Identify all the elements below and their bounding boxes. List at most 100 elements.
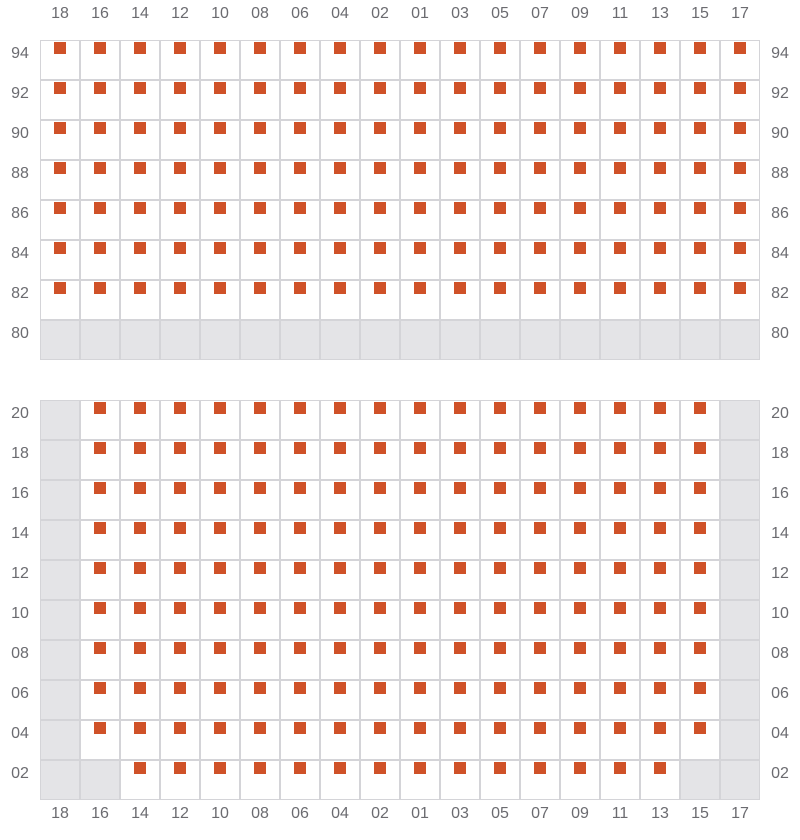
seat-20-01[interactable]: [414, 402, 426, 414]
seat-94-12[interactable]: [174, 42, 186, 54]
seat-92-08[interactable]: [254, 82, 266, 94]
seat-04-13[interactable]: [654, 722, 666, 734]
seat-82-06[interactable]: [294, 282, 306, 294]
seat-06-12[interactable]: [174, 682, 186, 694]
seat-16-07[interactable]: [534, 482, 546, 494]
seat-16-05[interactable]: [494, 482, 506, 494]
seat-10-12[interactable]: [174, 602, 186, 614]
seat-12-13[interactable]: [654, 562, 666, 574]
seat-90-08[interactable]: [254, 122, 266, 134]
seat-82-08[interactable]: [254, 282, 266, 294]
seat-86-02[interactable]: [374, 202, 386, 214]
seat-92-06[interactable]: [294, 82, 306, 94]
seat-18-13[interactable]: [654, 442, 666, 454]
seat-04-03[interactable]: [454, 722, 466, 734]
seat-94-16[interactable]: [94, 42, 106, 54]
seat-20-14[interactable]: [134, 402, 146, 414]
seat-08-13[interactable]: [654, 642, 666, 654]
seat-12-12[interactable]: [174, 562, 186, 574]
seat-90-04[interactable]: [334, 122, 346, 134]
seat-12-08[interactable]: [254, 562, 266, 574]
seat-14-05[interactable]: [494, 522, 506, 534]
seat-94-04[interactable]: [334, 42, 346, 54]
seat-14-03[interactable]: [454, 522, 466, 534]
seat-06-13[interactable]: [654, 682, 666, 694]
seat-14-07[interactable]: [534, 522, 546, 534]
seat-86-10[interactable]: [214, 202, 226, 214]
seat-16-13[interactable]: [654, 482, 666, 494]
seat-84-09[interactable]: [574, 242, 586, 254]
seat-84-06[interactable]: [294, 242, 306, 254]
seat-88-15[interactable]: [694, 162, 706, 174]
seat-06-09[interactable]: [574, 682, 586, 694]
seat-06-02[interactable]: [374, 682, 386, 694]
seat-86-17[interactable]: [734, 202, 746, 214]
seat-84-10[interactable]: [214, 242, 226, 254]
seat-06-16[interactable]: [94, 682, 106, 694]
seat-94-13[interactable]: [654, 42, 666, 54]
seat-18-11[interactable]: [614, 442, 626, 454]
seat-12-10[interactable]: [214, 562, 226, 574]
seat-86-14[interactable]: [134, 202, 146, 214]
seat-20-08[interactable]: [254, 402, 266, 414]
seat-94-08[interactable]: [254, 42, 266, 54]
seat-90-14[interactable]: [134, 122, 146, 134]
seat-94-11[interactable]: [614, 42, 626, 54]
seat-84-16[interactable]: [94, 242, 106, 254]
seat-94-02[interactable]: [374, 42, 386, 54]
seat-84-17[interactable]: [734, 242, 746, 254]
seat-10-09[interactable]: [574, 602, 586, 614]
seat-92-15[interactable]: [694, 82, 706, 94]
seat-06-10[interactable]: [214, 682, 226, 694]
seat-16-12[interactable]: [174, 482, 186, 494]
seat-88-08[interactable]: [254, 162, 266, 174]
seat-08-01[interactable]: [414, 642, 426, 654]
seat-12-03[interactable]: [454, 562, 466, 574]
seat-84-14[interactable]: [134, 242, 146, 254]
seat-88-04[interactable]: [334, 162, 346, 174]
seat-10-08[interactable]: [254, 602, 266, 614]
seat-94-17[interactable]: [734, 42, 746, 54]
seat-04-02[interactable]: [374, 722, 386, 734]
seat-88-13[interactable]: [654, 162, 666, 174]
seat-16-16[interactable]: [94, 482, 106, 494]
seat-08-16[interactable]: [94, 642, 106, 654]
seat-88-12[interactable]: [174, 162, 186, 174]
seat-18-16[interactable]: [94, 442, 106, 454]
seat-84-12[interactable]: [174, 242, 186, 254]
seat-20-04[interactable]: [334, 402, 346, 414]
seat-18-09[interactable]: [574, 442, 586, 454]
seat-84-13[interactable]: [654, 242, 666, 254]
seat-82-12[interactable]: [174, 282, 186, 294]
seat-06-05[interactable]: [494, 682, 506, 694]
seat-20-07[interactable]: [534, 402, 546, 414]
seat-88-09[interactable]: [574, 162, 586, 174]
seat-08-06[interactable]: [294, 642, 306, 654]
seat-14-09[interactable]: [574, 522, 586, 534]
seat-04-12[interactable]: [174, 722, 186, 734]
seat-10-14[interactable]: [134, 602, 146, 614]
seat-18-15[interactable]: [694, 442, 706, 454]
seat-12-02[interactable]: [374, 562, 386, 574]
seat-82-01[interactable]: [414, 282, 426, 294]
seat-16-11[interactable]: [614, 482, 626, 494]
seat-14-02[interactable]: [374, 522, 386, 534]
seat-82-05[interactable]: [494, 282, 506, 294]
seat-92-14[interactable]: [134, 82, 146, 94]
seat-14-16[interactable]: [94, 522, 106, 534]
seat-92-13[interactable]: [654, 82, 666, 94]
seat-92-10[interactable]: [214, 82, 226, 94]
seat-08-02[interactable]: [374, 642, 386, 654]
seat-20-10[interactable]: [214, 402, 226, 414]
seat-14-06[interactable]: [294, 522, 306, 534]
seat-94-03[interactable]: [454, 42, 466, 54]
seat-16-01[interactable]: [414, 482, 426, 494]
seat-84-02[interactable]: [374, 242, 386, 254]
seat-08-04[interactable]: [334, 642, 346, 654]
seat-10-05[interactable]: [494, 602, 506, 614]
seat-86-12[interactable]: [174, 202, 186, 214]
seat-86-13[interactable]: [654, 202, 666, 214]
seat-88-11[interactable]: [614, 162, 626, 174]
seat-14-12[interactable]: [174, 522, 186, 534]
seat-88-06[interactable]: [294, 162, 306, 174]
